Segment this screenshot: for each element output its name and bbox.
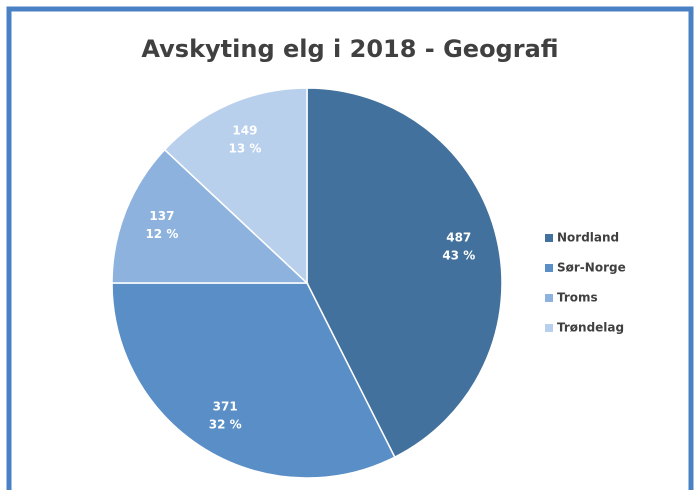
percent-label: 32 % [209, 417, 242, 431]
legend-swatch [545, 324, 553, 332]
pie-slice [163, 87, 308, 285]
legend-swatch [545, 264, 553, 272]
data-label: 137 [149, 209, 174, 223]
percent-label: 13 % [228, 141, 261, 155]
data-label: 149 [232, 123, 257, 137]
chart-title: Avskyting elg i 2018 - Geografi [141, 35, 558, 63]
legend-label: Trøndelag [557, 321, 624, 335]
legend-label: Sør-Norge [557, 261, 626, 275]
legend-swatch [545, 294, 553, 302]
legend-label: Troms [557, 291, 598, 305]
data-label: 487 [446, 230, 471, 244]
pie-slice [306, 87, 503, 459]
pie-slice [111, 282, 396, 479]
data-label: 371 [213, 399, 238, 413]
percent-label: 43 % [442, 248, 475, 262]
legend-swatch [545, 234, 553, 242]
pie-slice [111, 148, 309, 284]
percent-label: 12 % [145, 227, 178, 241]
legend-label: Nordland [557, 231, 619, 245]
